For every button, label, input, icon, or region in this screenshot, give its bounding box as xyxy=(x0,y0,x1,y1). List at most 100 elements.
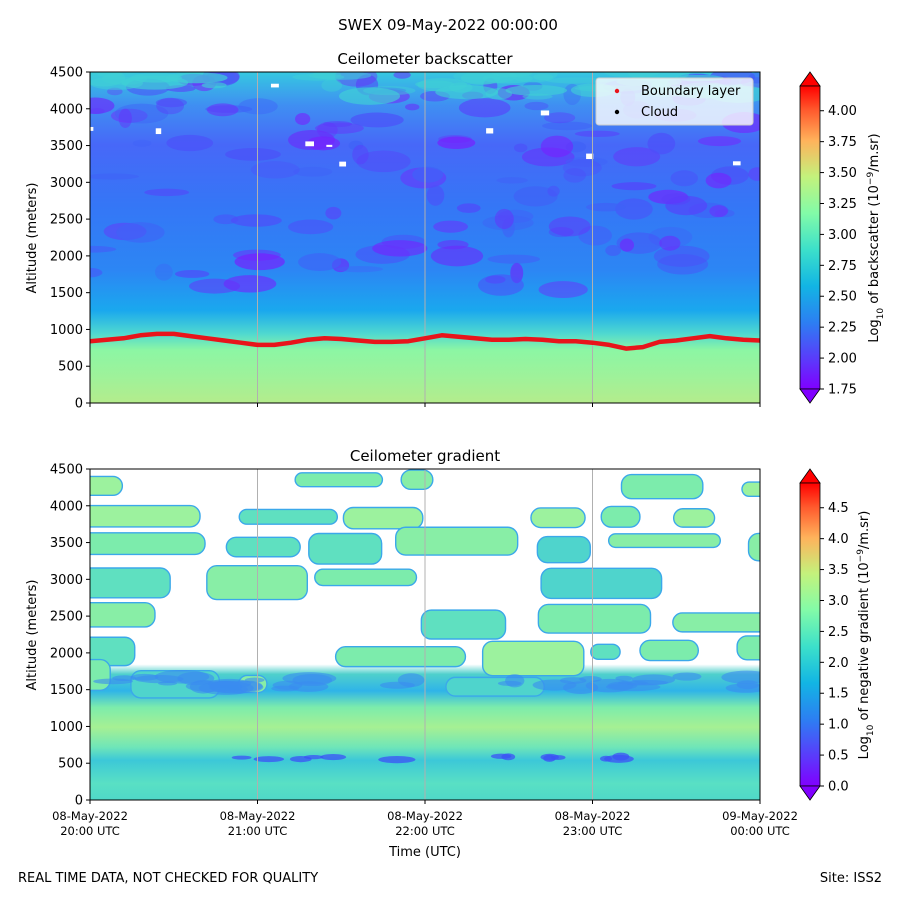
backscatter-texture-patch xyxy=(213,214,239,225)
backscatter-texture-patch xyxy=(90,245,117,253)
backscatter-texture-patch xyxy=(485,88,513,100)
x-tick-time: 23:00 UTC xyxy=(563,824,623,838)
y-tick-label: 3500 xyxy=(50,536,83,551)
quality-disclaimer: REAL TIME DATA, NOT CHECKED FOR QUALITY xyxy=(18,871,318,886)
backscatter-texture-patch xyxy=(336,266,384,273)
backscatter-texture-patch xyxy=(532,73,554,81)
backscatter-texture-patch xyxy=(356,150,411,173)
backscatter-texture-patch xyxy=(709,205,728,218)
gradient-cloud-patch xyxy=(563,681,599,694)
backscatter-texture-patch xyxy=(437,136,476,150)
colorbar-tick-label: 2.0 xyxy=(828,656,849,671)
gradient-cloud-patch xyxy=(231,755,252,760)
backscatter-texture-patch xyxy=(234,253,285,271)
y-tick-label: 2500 xyxy=(50,213,83,228)
backscatter-texture-patch xyxy=(732,161,741,166)
legend-marker-cloud xyxy=(614,109,620,115)
backscatter-texture-patch xyxy=(562,159,602,177)
backscatter-texture-patch xyxy=(288,219,334,235)
gradient-x-label: Time (UTC) xyxy=(388,845,461,860)
backscatter-texture-patch xyxy=(230,214,282,227)
backscatter-colorbar: 1.75 2.00 2.25 2.50 2.75 3.00 3.25 3.50 3.75 4.00… xyxy=(799,71,886,404)
gradient-cloud-patch xyxy=(209,680,264,694)
gradient-cloud-patch xyxy=(378,755,416,764)
backscatter-texture-patch xyxy=(206,103,239,117)
backscatter-texture-patch xyxy=(540,110,550,116)
backscatter-texture-patch xyxy=(144,188,190,197)
gradient-cloud-patch xyxy=(90,532,206,556)
gradient-cloud-patch xyxy=(618,679,669,686)
colorbar-tick-label: 2.50 xyxy=(828,290,857,305)
gradient-y-ticks: 0 500 1000 1500 2000 2500 3000 3500 4000 4500 xyxy=(50,463,90,809)
backscatter-title: Ceilometer backscatter xyxy=(337,50,513,68)
backscatter-texture-patch xyxy=(348,140,364,151)
colorbar-tick-label: 3.5 xyxy=(828,563,849,578)
backscatter-texture-patch xyxy=(603,72,661,78)
gradient-cloud-patch xyxy=(599,755,612,762)
backscatter-texture-patch xyxy=(659,235,681,251)
backscatter-texture-patch xyxy=(460,72,501,85)
y-tick-label: 0 xyxy=(75,397,83,412)
backscatter-texture-patch xyxy=(90,173,139,180)
gradient-cloud-patch xyxy=(672,612,760,633)
gradient-cloud-patch xyxy=(579,676,602,683)
backscatter-texture-patch xyxy=(524,101,549,111)
x-tick-time: 22:00 UTC xyxy=(395,824,455,838)
backscatter-texture-patch xyxy=(156,97,185,115)
colorbar-tick-label: 0.5 xyxy=(828,749,849,764)
colorbar-tick-label: 3.0 xyxy=(828,594,849,609)
backscatter-texture-patch xyxy=(90,267,103,278)
legend-marker-boundary-layer xyxy=(614,88,620,94)
gradient-cloud-patch xyxy=(736,635,760,661)
y-tick-label: 0 xyxy=(75,794,83,809)
legend-label-cloud: Cloud xyxy=(641,105,678,120)
y-tick-label: 4500 xyxy=(50,463,83,478)
backscatter-texture-patch xyxy=(201,82,227,89)
y-tick-label: 1000 xyxy=(50,323,83,338)
backscatter-texture-patch xyxy=(611,182,657,191)
backscatter-texture-patch xyxy=(166,134,214,152)
backscatter-texture-patch xyxy=(538,281,588,299)
backscatter-texture-patch xyxy=(548,227,574,238)
gradient-cloud-patch xyxy=(308,532,383,565)
y-tick-label: 2000 xyxy=(50,646,83,661)
backscatter-texture-patch xyxy=(502,218,515,238)
backscatter-texture-patch xyxy=(697,136,742,147)
gradient-cloud-patch xyxy=(540,567,663,600)
backscatter-x-ticks xyxy=(89,403,761,407)
gradient-panel: Ceilometer gradient 0 500 1000 1500 2000 2500… xyxy=(25,447,876,860)
gradient-cloud-patch xyxy=(497,680,522,686)
backscatter-texture-patch xyxy=(174,269,210,278)
colorbar-tick-label: 2.00 xyxy=(828,352,857,367)
backscatter-texture-patch xyxy=(605,245,622,256)
backscatter-texture-patch xyxy=(314,122,364,134)
backscatter-texture-patch xyxy=(426,185,445,206)
x-tick-time: 00:00 UTC xyxy=(730,824,790,838)
y-tick-label: 1500 xyxy=(50,286,83,301)
gradient-title: Ceilometer gradient xyxy=(350,447,500,465)
backscatter-texture-patch xyxy=(491,72,533,78)
gradient-cloud-patch xyxy=(604,754,634,763)
gradient-cloud-patch xyxy=(600,505,641,528)
backscatter-texture-patch xyxy=(165,72,228,84)
gradient-cloud-patch xyxy=(481,640,585,677)
backscatter-texture-patch xyxy=(250,161,300,179)
backscatter-texture-patch xyxy=(578,225,612,246)
gradient-cloud-patch xyxy=(590,643,621,661)
backscatter-texture-patch xyxy=(110,108,148,123)
gradient-cloud-patch xyxy=(395,526,519,556)
gradient-colorbar: 0.0 0.5 1.0 1.5 2.0 2.5 3.0 3.5 4.0 4.5 Log10 of … xyxy=(799,468,876,801)
backscatter-texture-patch xyxy=(648,226,693,248)
backscatter-panel: Ceilometer backscatter 0 500 1000 1500 2000 2… xyxy=(25,50,886,412)
backscatter-texture-patch xyxy=(363,86,416,96)
figure-title: SWEX 09-May-2022 00:00:00 xyxy=(338,16,558,34)
y-tick-label: 1000 xyxy=(50,720,83,735)
x-tick-date: 08-May-2022 xyxy=(387,809,463,823)
gradient-cloud-patch xyxy=(741,481,760,497)
colorbar-tick-label: 0.0 xyxy=(828,780,849,795)
backscatter-texture-patch xyxy=(305,141,314,147)
backscatter-texture-patch xyxy=(412,166,444,183)
gradient-cloud-patch xyxy=(420,609,507,640)
gradient-gridlines xyxy=(257,469,593,800)
backscatter-texture-patch xyxy=(114,103,169,124)
